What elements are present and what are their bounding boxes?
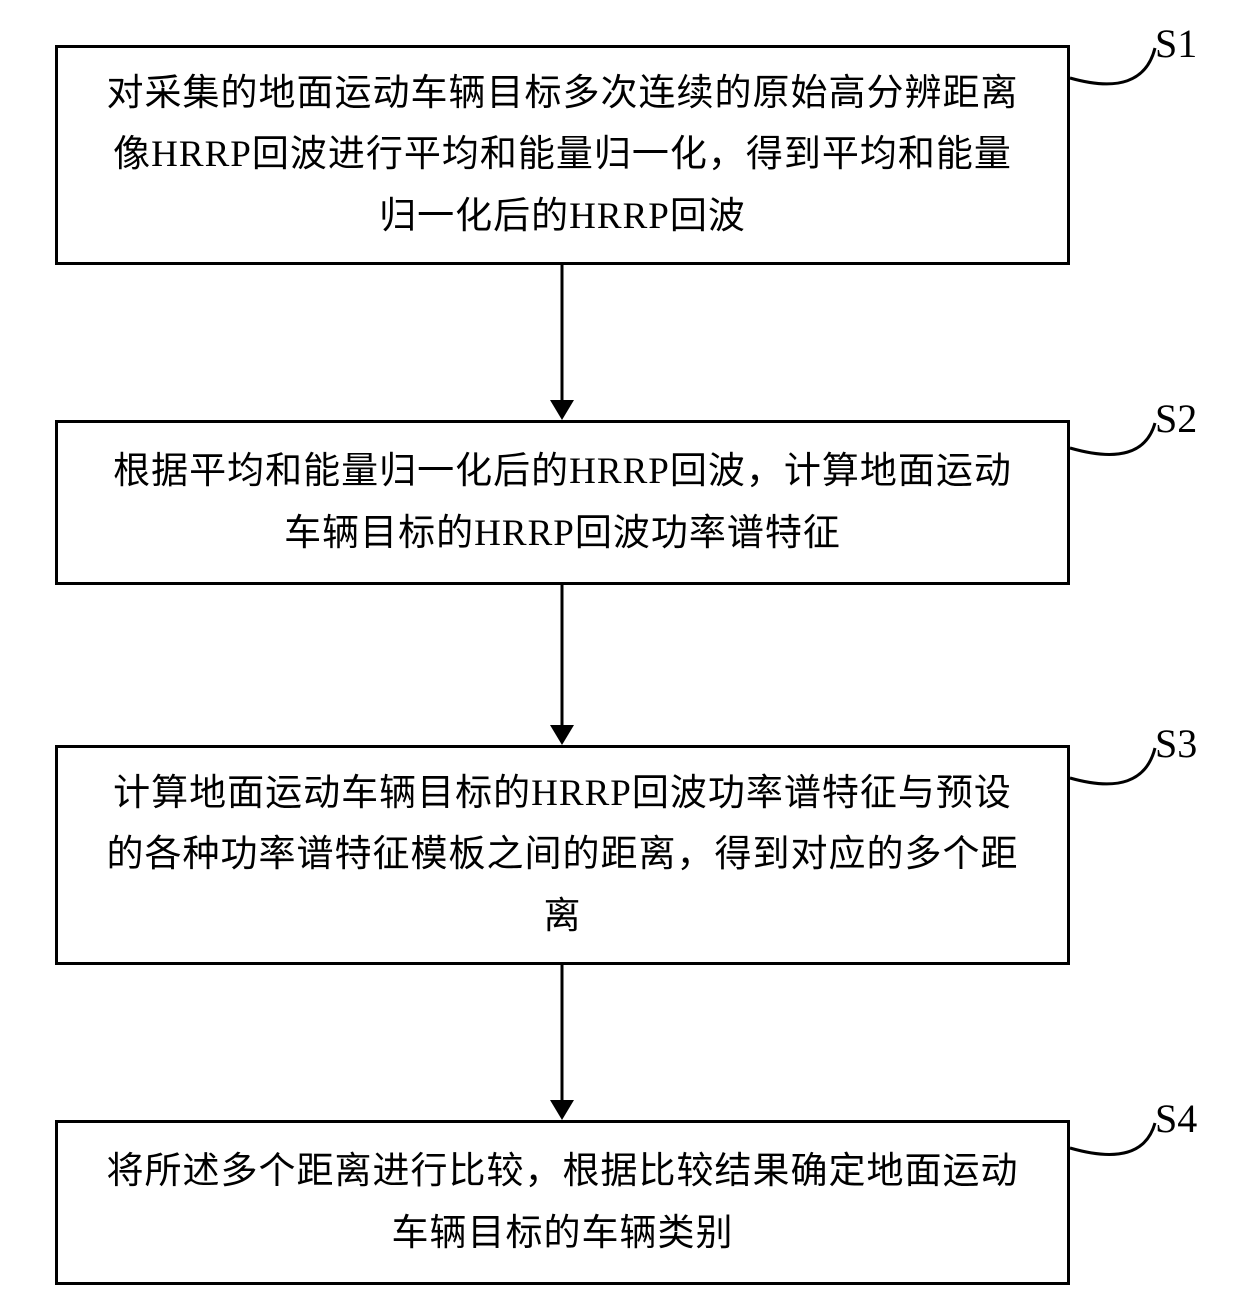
flow-step-s4: 将所述多个距离进行比较，根据比较结果确定地面运动车辆目标的车辆类别 xyxy=(55,1120,1070,1285)
flow-step-text: 将所述多个距离进行比较，根据比较结果确定地面运动车辆目标的车辆类别 xyxy=(98,1141,1027,1263)
flow-step-text: 计算地面运动车辆目标的HRRP回波功率谱特征与预设的各种功率谱特征模板之间的距离… xyxy=(98,763,1027,946)
flow-step-s3: 计算地面运动车辆目标的HRRP回波功率谱特征与预设的各种功率谱特征模板之间的距离… xyxy=(55,745,1070,965)
flow-step-text: 对采集的地面运动车辆目标多次连续的原始高分辨距离像HRRP回波进行平均和能量归一… xyxy=(98,63,1027,246)
flowchart-canvas: 对采集的地面运动车辆目标多次连续的原始高分辨距离像HRRP回波进行平均和能量归一… xyxy=(0,0,1240,1315)
flow-step-s1: 对采集的地面运动车辆目标多次连续的原始高分辨距离像HRRP回波进行平均和能量归一… xyxy=(55,45,1070,265)
flow-step-s2: 根据平均和能量归一化后的HRRP回波，计算地面运动车辆目标的HRRP回波功率谱特… xyxy=(55,420,1070,585)
arrow-s3-s4 xyxy=(538,965,586,1122)
step-label-s4: S4 xyxy=(1155,1095,1197,1142)
step-label-s1: S1 xyxy=(1155,20,1197,67)
step-label-s3: S3 xyxy=(1155,720,1197,767)
arrow-s2-s3 xyxy=(538,585,586,747)
step-label-s2: S2 xyxy=(1155,395,1197,442)
flow-step-text: 根据平均和能量归一化后的HRRP回波，计算地面运动车辆目标的HRRP回波功率谱特… xyxy=(98,441,1027,563)
arrow-s1-s2 xyxy=(538,265,586,422)
